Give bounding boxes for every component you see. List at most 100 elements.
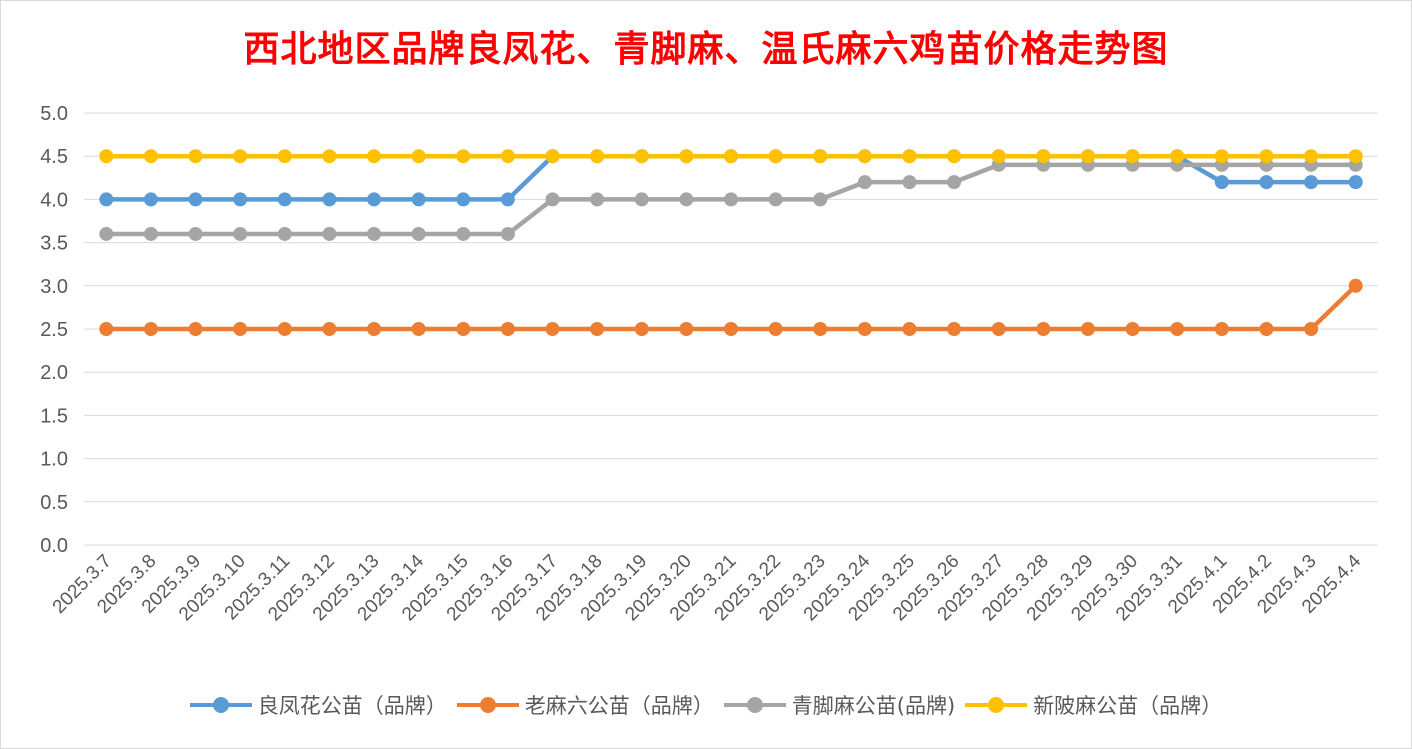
data-point	[1170, 149, 1185, 164]
data-point	[679, 322, 694, 336]
legend-label: 良凤花公苗（品牌）	[257, 694, 447, 718]
data-point	[813, 322, 828, 336]
data-point	[857, 149, 872, 164]
legend-item: 青脚麻公苗(品牌)	[723, 690, 956, 720]
data-point	[1259, 175, 1274, 190]
data-point	[634, 192, 649, 207]
data-point	[322, 322, 337, 336]
data-point	[367, 226, 382, 241]
data-point	[1348, 149, 1363, 164]
data-point	[902, 322, 917, 336]
data-point	[590, 192, 605, 207]
y-tick-label: 1.0	[40, 449, 68, 471]
data-point	[724, 149, 738, 164]
y-tick-label: 3.5	[40, 233, 68, 255]
legend-label: 新陂麻公苗（品牌）	[1033, 694, 1223, 718]
legend-label: 青脚麻公苗(品牌)	[791, 694, 956, 718]
data-point	[188, 322, 203, 336]
data-point	[1259, 322, 1274, 336]
data-point	[1080, 322, 1095, 336]
data-point	[456, 149, 471, 164]
data-point	[500, 149, 515, 164]
data-point	[143, 226, 158, 241]
legend-swatch	[456, 695, 519, 715]
data-point	[1348, 278, 1363, 293]
data-point	[233, 322, 248, 336]
data-point	[1214, 175, 1229, 190]
y-tick-label: 3.0	[40, 276, 68, 298]
legend-item: 新陂麻公苗（品牌）	[965, 690, 1222, 720]
data-point	[411, 226, 426, 241]
data-point	[634, 322, 649, 336]
data-point	[1214, 149, 1229, 164]
data-point	[724, 192, 738, 207]
data-point	[1036, 322, 1051, 336]
data-point	[1125, 149, 1140, 164]
data-point	[322, 192, 337, 207]
legend-swatch	[189, 695, 252, 715]
data-point	[233, 192, 248, 207]
data-point	[277, 226, 292, 241]
data-point	[233, 149, 248, 164]
data-point	[545, 149, 560, 164]
data-point	[1259, 149, 1274, 164]
data-point	[634, 149, 649, 164]
data-point	[143, 149, 158, 164]
data-point	[500, 192, 515, 207]
data-point	[500, 322, 515, 336]
data-point	[233, 226, 248, 241]
data-point	[1304, 175, 1319, 190]
data-point	[679, 149, 694, 164]
data-point	[411, 192, 426, 207]
legend-item: 良凤花公苗（品牌）	[189, 690, 447, 720]
data-point	[813, 192, 828, 207]
data-point	[99, 192, 114, 207]
data-point	[768, 192, 783, 207]
chart-title: 西北地区品牌良凤花、青脚麻、温氏麻六鸡苗价格走势图	[243, 28, 1169, 70]
data-point	[143, 322, 158, 336]
legend-label: 老麻六公苗（品牌）	[524, 694, 714, 718]
data-point	[277, 149, 292, 164]
data-point	[857, 175, 872, 190]
data-point	[277, 192, 292, 207]
legend-swatch	[723, 695, 786, 715]
data-point	[679, 192, 694, 207]
data-point	[1214, 322, 1229, 336]
data-point	[188, 149, 203, 164]
y-tick-label: 0.0	[40, 535, 68, 557]
data-point	[1036, 149, 1051, 164]
data-point	[947, 322, 962, 336]
data-point	[188, 226, 203, 241]
data-point	[991, 322, 1006, 336]
data-point	[188, 192, 203, 207]
legend-item: 老麻六公苗（品牌）	[456, 690, 714, 720]
data-point	[813, 149, 828, 164]
data-point	[947, 149, 962, 164]
data-point	[1304, 149, 1319, 164]
data-point	[456, 322, 471, 336]
y-tick-label: 1.5	[40, 405, 68, 427]
series-1	[99, 278, 1363, 336]
data-point	[1080, 149, 1095, 164]
data-point	[277, 322, 292, 336]
data-point	[322, 149, 337, 164]
y-tick-label: 2.0	[40, 362, 68, 384]
y-tick-label: 0.5	[40, 492, 68, 514]
y-tick-label: 5.0	[40, 103, 68, 125]
data-point	[902, 149, 917, 164]
data-point	[411, 149, 426, 164]
data-point	[545, 322, 560, 336]
data-point	[367, 192, 382, 207]
x-axis-ticks: 2025.3.72025.3.82025.3.92025.3.102025.3.…	[49, 550, 1366, 625]
legend-swatch	[965, 695, 1028, 715]
data-point	[99, 322, 114, 336]
series-layer	[99, 149, 1363, 336]
data-point	[724, 322, 738, 336]
data-point	[857, 322, 872, 336]
data-point	[991, 149, 1006, 164]
data-point	[99, 149, 114, 164]
y-axis-ticks: 0.0 0.5 1.0 1.5 2.0 2.5 3.0 3.5 4.0 4.5 5.0	[40, 103, 68, 557]
legend: 良凤花公苗（品牌） 老麻六公苗（品牌） 青脚麻公苗(品牌) 新陂麻公苗（品牌）	[0, 690, 1412, 720]
